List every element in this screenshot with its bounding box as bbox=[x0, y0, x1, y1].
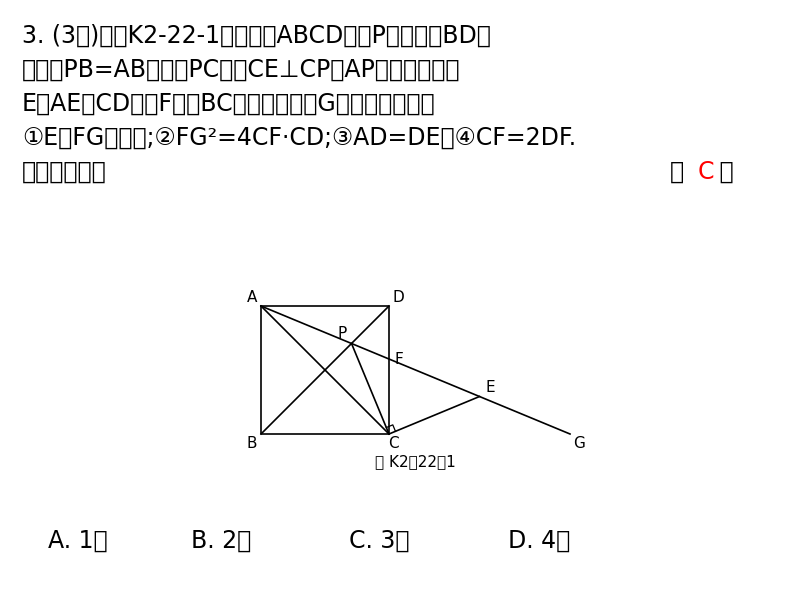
Text: D. 4个: D. 4个 bbox=[508, 529, 570, 553]
Text: 3. (3分)如图K2-22-1，正方形ABCD中，P为对角线BD上: 3. (3分)如图K2-22-1，正方形ABCD中，P为对角线BD上 bbox=[22, 24, 491, 48]
Text: 其中正确的有: 其中正确的有 bbox=[22, 160, 106, 184]
Text: A: A bbox=[247, 290, 257, 305]
Text: G: G bbox=[573, 436, 585, 451]
Text: （: （ bbox=[670, 160, 692, 184]
Text: B: B bbox=[247, 436, 257, 451]
Text: A. 1个: A. 1个 bbox=[48, 529, 107, 553]
Text: P: P bbox=[338, 326, 347, 341]
Text: E: E bbox=[486, 380, 495, 395]
Text: B. 2个: B. 2个 bbox=[191, 529, 251, 553]
Text: 图 K2－22－1: 图 K2－22－1 bbox=[375, 454, 456, 469]
Text: F: F bbox=[395, 352, 403, 367]
Text: C: C bbox=[388, 436, 399, 451]
Text: ①E为FG的中点;②FG²=4CF·CD;③AD=DE；④CF=2DF.: ①E为FG的中点;②FG²=4CF·CD;③AD=DE；④CF=2DF. bbox=[22, 126, 576, 150]
Text: C: C bbox=[698, 160, 715, 184]
Text: 的点，PB=AB，连接PC，作CE⊥CP交AP的延长线于点: 的点，PB=AB，连接PC，作CE⊥CP交AP的延长线于点 bbox=[22, 58, 461, 82]
Text: ）: ） bbox=[712, 160, 734, 184]
Text: C. 3个: C. 3个 bbox=[349, 529, 410, 553]
Text: E，AE交CD于点F，交BC的延长线于点G，则下列结论：: E，AE交CD于点F，交BC的延长线于点G，则下列结论： bbox=[22, 92, 436, 116]
Text: D: D bbox=[392, 290, 404, 305]
